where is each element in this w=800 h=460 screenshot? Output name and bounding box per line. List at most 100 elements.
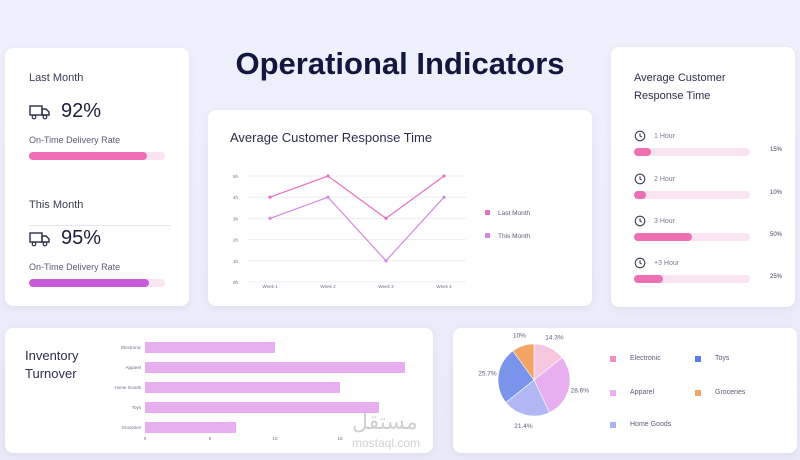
bar — [145, 342, 275, 353]
response-progress-bar — [634, 275, 750, 283]
data-point — [268, 217, 271, 220]
response-time-item: 3 Hour 50% — [634, 215, 784, 227]
y-tick-label: 3h — [233, 216, 239, 221]
x-tick-label: 0 — [144, 436, 147, 441]
response-percent: 50% — [758, 232, 782, 238]
response-time-breakdown-card: Average Customer Response Time 1 Hour 15%… — [611, 47, 795, 307]
legend-item: Home Goods — [610, 421, 671, 428]
kpi-this-month: This Month 95% On-Time Delivery Rate — [29, 199, 171, 287]
truck-icon — [29, 104, 51, 120]
response-time-label: 3 Hour — [654, 218, 675, 225]
response-time-label: +3 Hour — [654, 260, 679, 267]
legend-item: Electronic — [610, 355, 661, 362]
response-progress-fill — [634, 148, 651, 156]
page-title: Operational Indicators — [200, 46, 600, 82]
legend-label: Home Goods — [630, 421, 671, 428]
y-tick-label: 0h — [233, 280, 239, 285]
legend-swatch — [610, 422, 616, 428]
data-point — [384, 259, 387, 262]
kpi-last-month: Last Month 92% On-Time Delivery Rate — [29, 72, 171, 160]
clock-icon — [634, 173, 646, 185]
x-tick-label: Week 1 — [262, 284, 278, 289]
response-time-line-chart-card: Average Customer Response Time 0h 1h 2h 3h 4… — [208, 110, 592, 306]
x-tick-label: Week 3 — [378, 284, 394, 289]
clock-icon — [634, 257, 646, 269]
bar — [145, 402, 379, 413]
watermark-logo: مستقل — [352, 410, 418, 435]
kpi-progress-fill — [29, 279, 149, 287]
y-tick-label: 2h — [233, 238, 239, 243]
response-percent: 10% — [758, 190, 782, 196]
response-progress-fill — [634, 275, 663, 283]
pie-slice-label: 25.7% — [478, 371, 497, 378]
legend-swatch — [695, 356, 701, 362]
legend-swatch — [610, 390, 616, 396]
data-point — [442, 174, 445, 177]
legend-label: Electronic — [630, 355, 661, 362]
y-tick-label: 5h — [233, 174, 239, 179]
legend-label: Apparel — [630, 389, 654, 396]
response-progress-fill — [634, 233, 692, 241]
clock-icon — [634, 215, 646, 227]
kpi-progress-fill — [29, 152, 147, 160]
clock-icon — [634, 130, 646, 142]
response-progress-bar — [634, 148, 750, 156]
kpi-value: 95% — [61, 227, 101, 250]
legend-swatch — [485, 210, 490, 215]
x-tick-label: 10 — [272, 436, 278, 441]
legend-swatch — [485, 233, 490, 238]
response-time-label: 1 Hour — [654, 133, 675, 140]
data-point — [326, 196, 329, 199]
response-time-item: 2 Hour 10% — [634, 173, 784, 185]
bar — [145, 362, 405, 373]
pie-slice-label: 28.6% — [571, 388, 590, 395]
bar-category-label: Groceries — [121, 425, 141, 430]
x-tick-label: 5 — [209, 436, 212, 441]
response-time-item: 1 Hour 15% — [634, 130, 784, 142]
bar — [145, 422, 236, 433]
pie-slice-label: 10% — [513, 332, 526, 339]
kpi-label: On-Time Delivery Rate — [29, 262, 171, 272]
x-tick-label: Week 2 — [320, 284, 336, 289]
delivery-rate-card: Last Month 92% On-Time Delivery Rate Thi… — [5, 48, 189, 306]
kpi-label: On-Time Delivery Rate — [29, 135, 171, 145]
response-percent: 15% — [758, 147, 782, 153]
bar-category-label: Toys — [132, 405, 142, 410]
legend-label: Groceries — [715, 389, 745, 396]
card-title: Average Customer Response Time — [634, 69, 774, 105]
line-chart: 0h1h2h3h4h5hWeek 1 Week 2 Week 3 Week 4Last… — [208, 110, 592, 306]
legend-swatch — [610, 356, 616, 362]
legend-label: Toys — [715, 355, 729, 362]
data-point — [442, 196, 445, 199]
response-time-item: +3 Hour 25% — [634, 257, 784, 269]
kpi-value: 92% — [61, 100, 101, 123]
pie-slice-label: 21.4% — [514, 423, 533, 430]
kpi-progress-bar — [29, 152, 165, 160]
data-point — [326, 174, 329, 177]
pie-slice-label: 14.3% — [545, 335, 564, 342]
bar-category-label: Electronic — [121, 345, 142, 350]
category-pie-chart-card: 14.3% 28.6% 21.4% 25.7% 10% Electronic Toys Ap… — [453, 328, 797, 453]
bar-category-label: Apparel — [125, 365, 141, 370]
data-point — [268, 196, 271, 199]
kpi-period: Last Month — [29, 72, 171, 84]
watermark-url: mostaql.com — [352, 436, 420, 450]
response-percent: 25% — [758, 274, 782, 280]
legend-item: Toys — [695, 355, 729, 362]
legend-label: This Month — [498, 233, 531, 240]
x-tick-label: 15 — [337, 436, 343, 441]
x-tick-label: Week 4 — [436, 284, 452, 289]
y-tick-label: 4h — [233, 195, 239, 200]
kpi-period: This Month — [29, 199, 171, 211]
response-progress-bar — [634, 191, 750, 199]
response-progress-fill — [634, 191, 646, 199]
legend-item: Groceries — [695, 389, 745, 396]
kpi-progress-bar — [29, 279, 165, 287]
truck-icon — [29, 231, 51, 247]
bar-category-label: Home Goods — [114, 385, 141, 390]
legend-swatch — [695, 390, 701, 396]
response-time-label: 2 Hour — [654, 176, 675, 183]
bar — [145, 382, 340, 393]
response-progress-bar — [634, 233, 750, 241]
series-line — [270, 197, 444, 261]
